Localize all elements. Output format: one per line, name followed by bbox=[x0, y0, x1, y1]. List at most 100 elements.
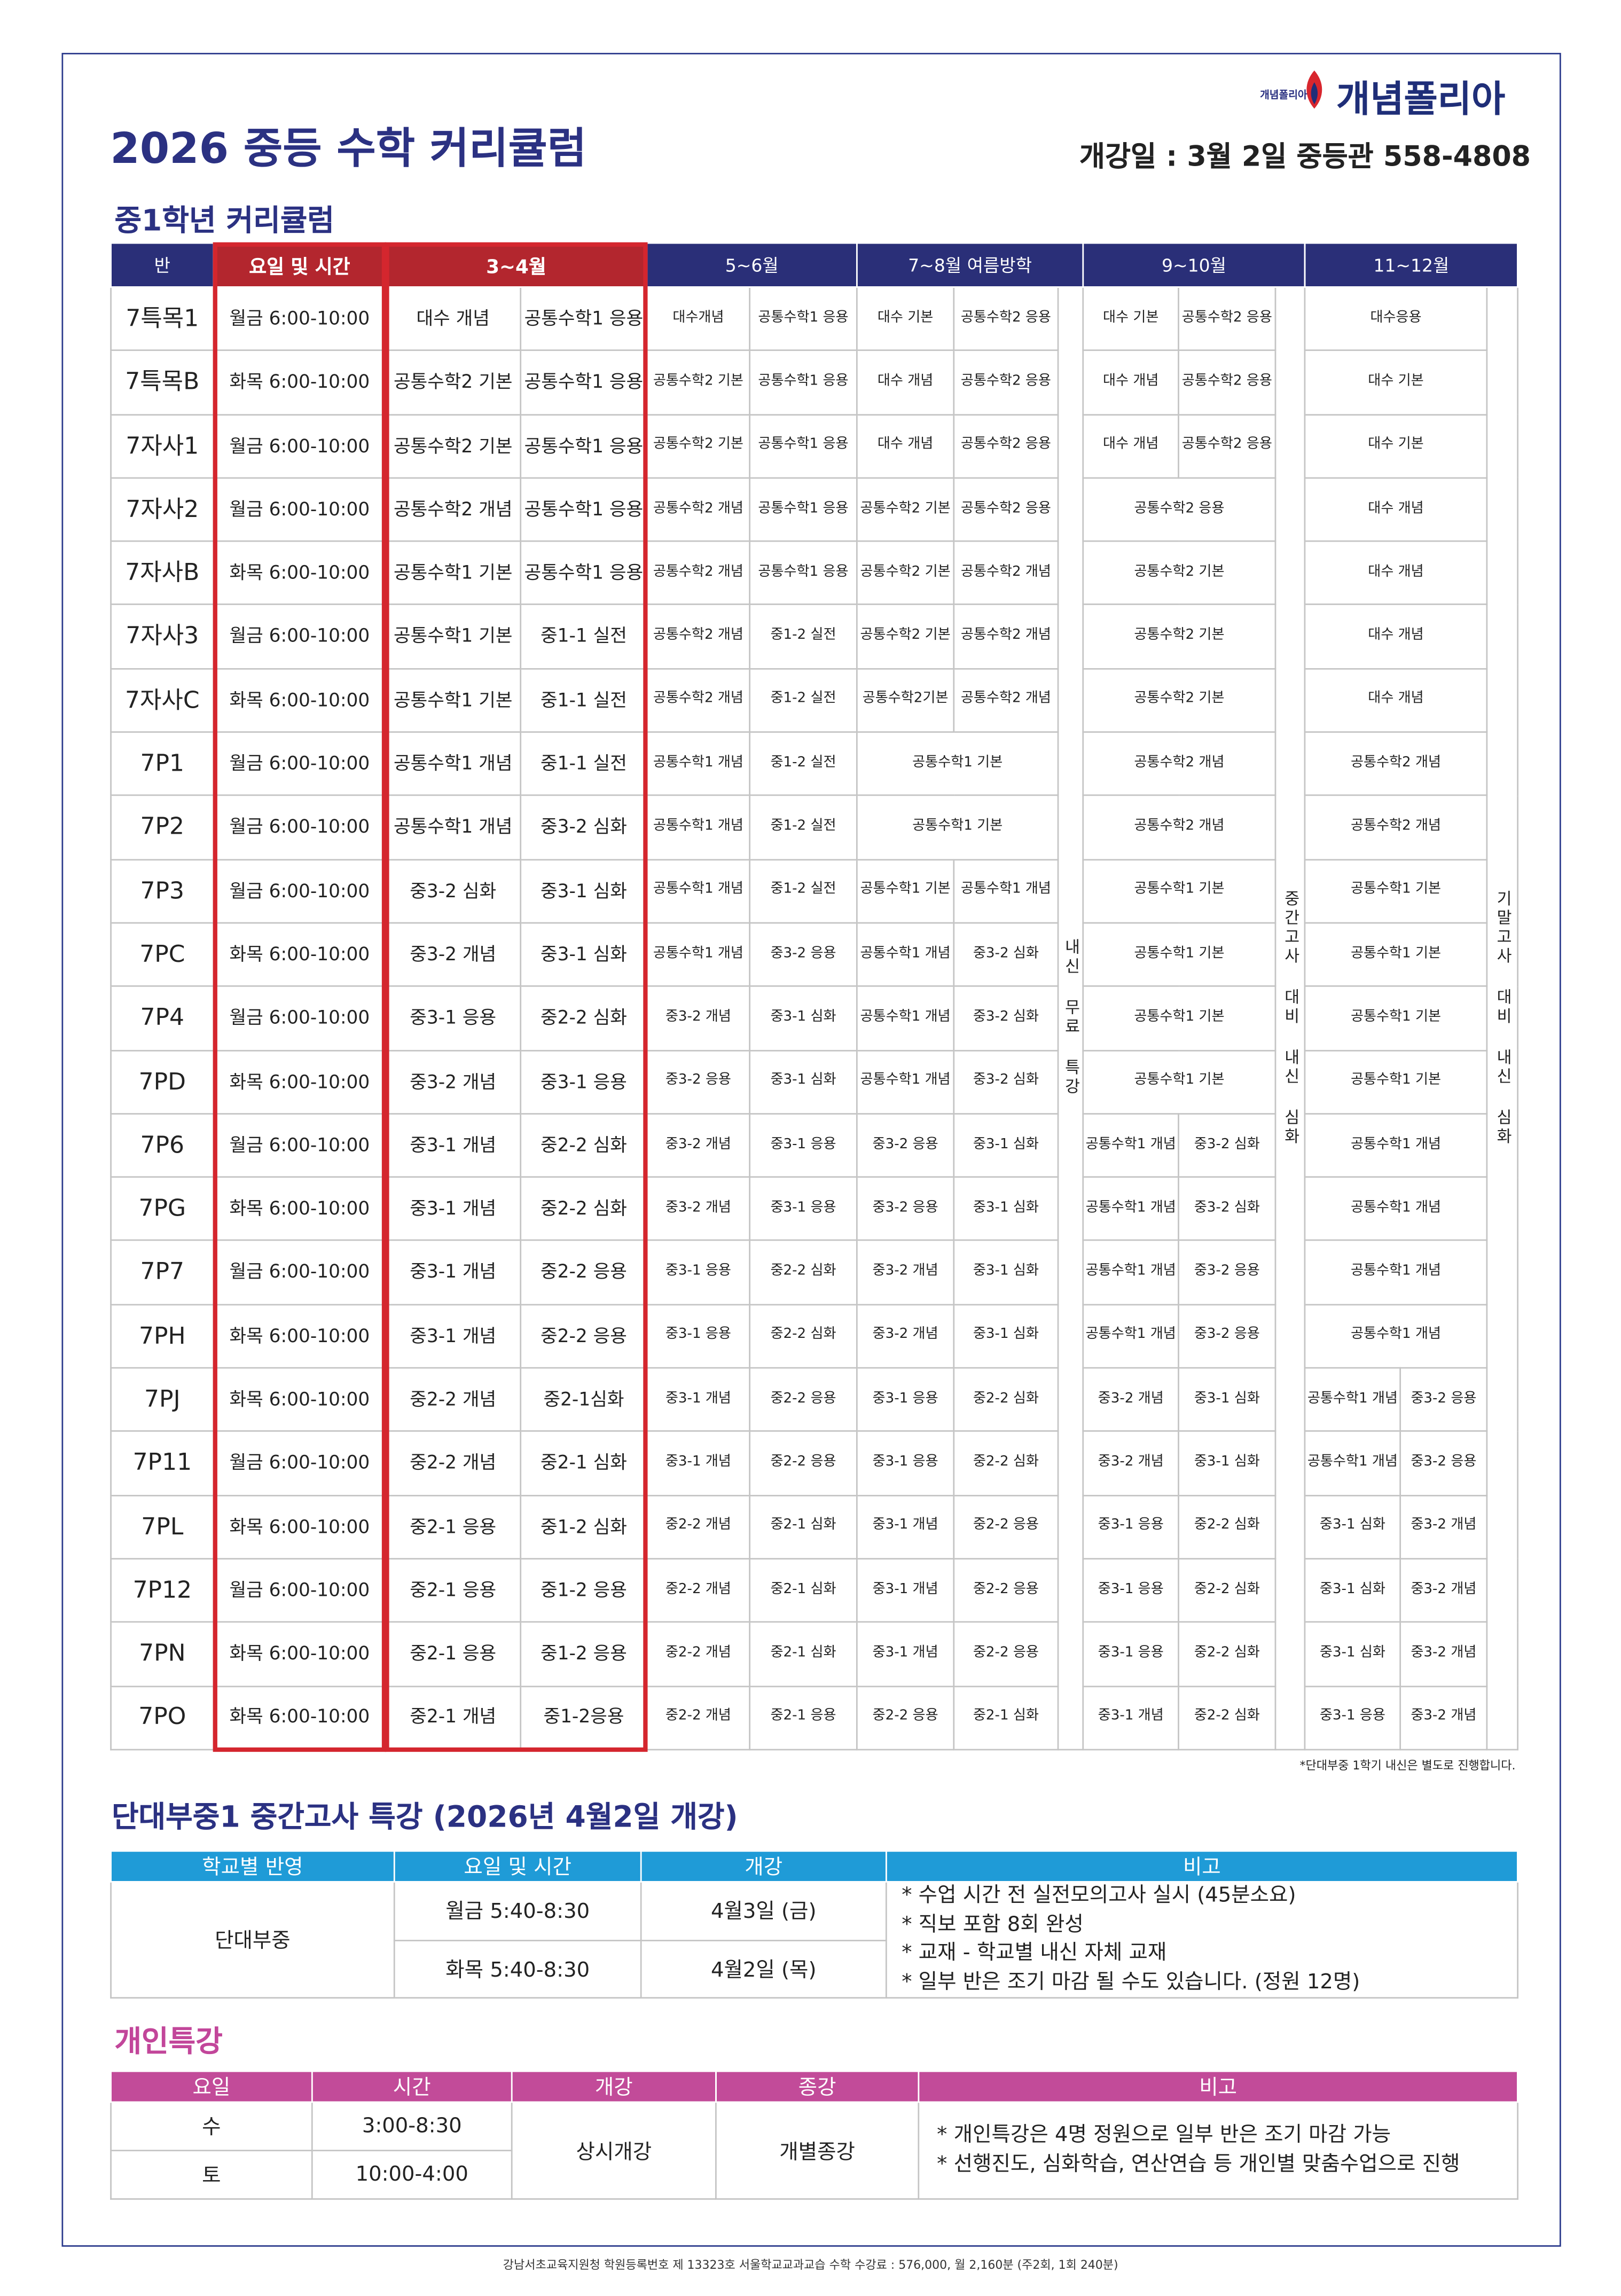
remarks: * 개인특강은 4명 정원으로 일부 반은 조기 마감 가능 * 선행진도, 심화… bbox=[918, 2101, 1518, 2200]
course-cell: 공통수학2 기본 bbox=[385, 350, 522, 416]
course-cell: 중3-1 심화 bbox=[1304, 1558, 1401, 1623]
course-cell: 공통수학1 응용 bbox=[520, 477, 648, 543]
course-cell: 중1-2 실전 bbox=[749, 668, 858, 733]
course-cell: 중3-2 개념 bbox=[856, 1240, 955, 1305]
course-cell: 중1-2 응용 bbox=[520, 1558, 648, 1623]
column-header: 비고 bbox=[885, 1850, 1518, 1883]
footer: 강남서초교육지원청 학원등록번호 제 13323호 서울학교교과교습 수학 수강… bbox=[503, 2258, 1118, 2272]
course-cell: 공통수학1 응용 bbox=[520, 286, 648, 351]
course-cell: 중3-2 개념 bbox=[385, 1049, 522, 1115]
remark-line: * 수업 시간 전 실전모의고사 실시 (45분소요) bbox=[902, 1884, 1296, 1908]
course-cell: 중3-1 응용 bbox=[1082, 1621, 1179, 1687]
course-cell: 공통수학2 개념 bbox=[1082, 731, 1277, 797]
session-start: 4월3일 (금) bbox=[640, 1881, 887, 1941]
course-cell: 공통수학1 기본 bbox=[385, 540, 522, 606]
class-time: 월금 6:00-10:00 bbox=[213, 1112, 387, 1178]
vertical-note: 중간고사 대비 내신 심화 bbox=[1281, 889, 1301, 1147]
course-cell: 공통수학1 개념 bbox=[1304, 1240, 1488, 1305]
course-cell: 대수 개념 bbox=[856, 350, 955, 416]
course-cell: 중2-2 개념 bbox=[646, 1621, 751, 1687]
course-cell: 중2-2 응용 bbox=[856, 1685, 955, 1750]
section-title: 개인특강 bbox=[114, 2023, 223, 2059]
course-cell: 공통수학1 기본 bbox=[1082, 985, 1277, 1051]
course-cell: 중3-1 심화 bbox=[953, 1176, 1059, 1242]
course-cell: 공통수학1 개념 bbox=[953, 858, 1059, 924]
course-cell: 중2-2 심화 bbox=[1178, 1558, 1277, 1623]
class-name: 7특목B bbox=[110, 350, 215, 416]
course-cell: 중2-1 응용 bbox=[749, 1685, 858, 1750]
logo-text: 개념폴리아 bbox=[1336, 77, 1506, 121]
course-cell: 중1-1 실전 bbox=[520, 668, 648, 733]
course-cell: 공통수학2 개념 bbox=[953, 540, 1059, 606]
course-cell: 중2-2 심화 bbox=[1178, 1494, 1277, 1560]
session-time: 3:00-8:30 bbox=[311, 2101, 513, 2152]
course-cell: 중3-2 응용 bbox=[646, 1049, 751, 1115]
course-cell: 대수 개념 bbox=[1304, 604, 1488, 670]
course-cell: 중3-2 개념 bbox=[1082, 1430, 1179, 1496]
vertical-note-cell: 중간고사 대비 내신 심화 bbox=[1274, 287, 1306, 1750]
course-cell: 공통수학2 응용 bbox=[953, 477, 1059, 543]
class-name: 7자사3 bbox=[110, 604, 215, 670]
session-time: 10:00-4:00 bbox=[311, 2150, 513, 2200]
column-header: 개강 bbox=[640, 1850, 887, 1883]
vertical-note-cell: 내신 무료 특강 bbox=[1057, 287, 1084, 1750]
column-header: 3~4월 bbox=[385, 242, 648, 288]
course-cell: 중2-2 응용 bbox=[749, 1430, 858, 1496]
course-cell: 중2-1 심화 bbox=[520, 1430, 648, 1496]
course-cell: 공통수학1 개념 bbox=[1082, 1240, 1179, 1305]
course-cell: 공통수학2 개념 bbox=[1082, 795, 1277, 860]
class-row: 7PJ 화목 6:00-10:00 중2-2 개념 중2-1심화 중3-1 개념 중2-2… bbox=[110, 1367, 1518, 1432]
class-name: 7P11 bbox=[110, 1430, 215, 1496]
session-row: 화목 5:40-8:30 4월2일 (목) bbox=[111, 1939, 1518, 2000]
course-cell: 중3-2 개념 bbox=[1399, 1494, 1488, 1560]
course-cell: 공통수학1 개념 bbox=[856, 922, 955, 988]
course-cell: 공통수학2 기본 bbox=[856, 604, 955, 670]
course-cell: 공통수학2 개념 bbox=[385, 477, 522, 543]
course-cell: 공통수학2 응용 bbox=[953, 413, 1059, 479]
session-row: 단대부중 월금 5:40-8:30 4월3일 (금) * 수업 시간 전 실전모의고사… bbox=[110, 1881, 1518, 2000]
course-cell: 공통수학1 개념 bbox=[385, 795, 522, 860]
course-cell: 중3-1 개념 bbox=[646, 1367, 751, 1432]
course-cell: 중3-1 심화 bbox=[1304, 1494, 1401, 1560]
course-cell: 중3-1 개념 bbox=[1082, 1685, 1179, 1750]
course-cell: 공통수학2 응용 bbox=[1082, 477, 1277, 543]
logo-small-text: 개념폴리아 bbox=[1260, 89, 1307, 101]
course-cell: 공통수학2 개념 bbox=[953, 668, 1059, 733]
course-cell: 공통수학1 개념 bbox=[1304, 1367, 1401, 1432]
course-cell: 중3-1 심화 bbox=[1178, 1430, 1277, 1496]
course-cell: 공통수학1 기본 bbox=[1082, 922, 1277, 988]
course-cell: 중3-1 응용 bbox=[749, 1176, 858, 1242]
course-cell: 공통수학2 개념 bbox=[1304, 731, 1488, 797]
course-cell: 중2-2 응용 bbox=[520, 1240, 648, 1305]
course-cell: 중1-2 실전 bbox=[749, 795, 858, 860]
logo-flame-inner bbox=[1311, 82, 1318, 105]
course-cell: 공통수학1 응용 bbox=[520, 350, 648, 416]
course-cell: 중3-2 개념 bbox=[646, 1112, 751, 1178]
course-cell: 공통수학2기본 bbox=[856, 668, 955, 733]
course-cell: 중3-2 개념 bbox=[856, 1303, 955, 1369]
course-cell: 중3-1 응용 bbox=[856, 1367, 955, 1432]
class-time: 월금 6:00-10:00 bbox=[213, 1240, 387, 1305]
course-cell: 중2-1 심화 bbox=[749, 1621, 858, 1687]
course-cell: 공통수학1 응용 bbox=[749, 413, 858, 479]
class-name: 7P1 bbox=[110, 731, 215, 797]
class-time: 월금 6:00-10:00 bbox=[213, 477, 387, 543]
course-cell: 중2-2 심화 bbox=[749, 1303, 858, 1369]
course-cell: 중2-1 응용 bbox=[385, 1621, 522, 1687]
class-row: 7자사3 월금 6:00-10:00 공통수학1 기본 중1-1 실전 공통수학2 개념… bbox=[110, 604, 1518, 670]
course-cell: 공통수학2 응용 bbox=[1178, 350, 1277, 416]
class-row: 7PO 화목 6:00-10:00 중2-1 개념 중1-2응용 중2-2 개념 중2-1… bbox=[110, 1685, 1518, 1750]
class-time: 월금 6:00-10:00 bbox=[213, 1430, 387, 1496]
course-cell: 중2-2 개념 bbox=[646, 1685, 751, 1750]
course-cell: 대수 개념 bbox=[1304, 540, 1488, 606]
course-cell: 중2-2 심화 bbox=[953, 1367, 1059, 1432]
course-cell: 공통수학1 기본 bbox=[1304, 985, 1488, 1051]
course-cell: 중2-2 심화 bbox=[520, 985, 648, 1051]
course-cell: 중3-1 개념 bbox=[646, 1430, 751, 1496]
course-cell: 중3-1 심화 bbox=[953, 1303, 1059, 1369]
course-cell: 공통수학2 개념 bbox=[646, 540, 751, 606]
course-cell: 공통수학1 개념 bbox=[646, 795, 751, 860]
class-time: 월금 6:00-10:00 bbox=[213, 731, 387, 797]
column-header: 개강 bbox=[511, 2070, 717, 2103]
class-row: 7P1 월금 6:00-10:00 공통수학1 개념 중1-1 실전 공통수학1 개념 중… bbox=[110, 731, 1518, 797]
